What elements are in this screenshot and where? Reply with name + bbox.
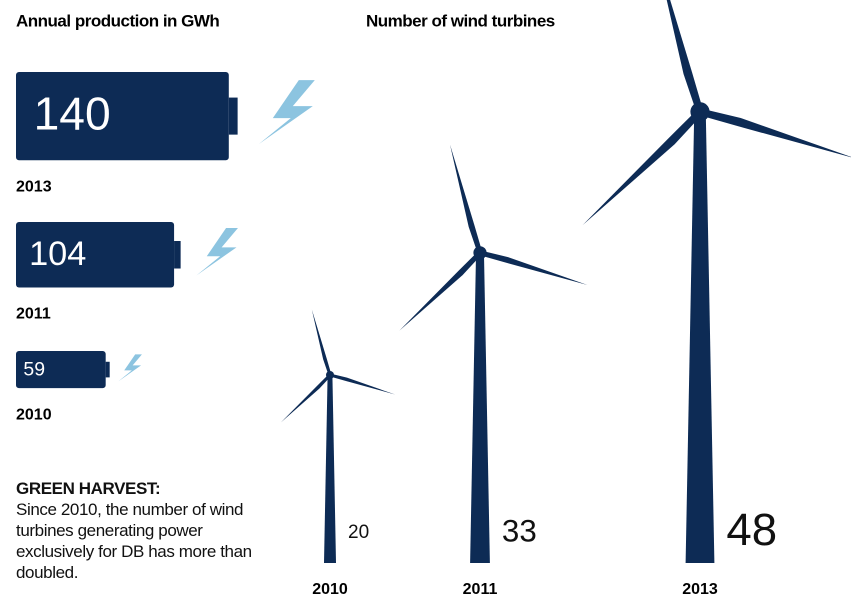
turbine-tower bbox=[324, 375, 336, 563]
chart-title: Number of wind turbines bbox=[366, 11, 555, 30]
turbine-hub bbox=[473, 246, 486, 259]
value-label: 104 bbox=[29, 235, 86, 273]
caption-text: Since 2010, the number of wind turbines … bbox=[16, 499, 266, 583]
caption-title: GREEN HARVEST: bbox=[16, 478, 266, 499]
year-label: 2011 bbox=[463, 581, 498, 598]
turbine-blade bbox=[280, 374, 332, 424]
page: {"chart_data": [ {"type": "battery", "ti… bbox=[0, 0, 851, 601]
value-label: 33 bbox=[502, 513, 537, 548]
chart-title: Annual production in GWh bbox=[16, 11, 219, 30]
value-label: 59 bbox=[23, 359, 45, 381]
value-label: 48 bbox=[726, 504, 777, 555]
turbine-tower bbox=[470, 253, 490, 563]
turbine-blade bbox=[479, 249, 588, 287]
year-label: 2011 bbox=[16, 306, 51, 323]
turbine-blade bbox=[330, 373, 396, 396]
turbine-blade bbox=[310, 309, 332, 376]
value-label: 140 bbox=[34, 87, 111, 139]
year-label: 2010 bbox=[312, 581, 348, 598]
battery-terminal bbox=[106, 362, 110, 378]
turbine-hub bbox=[690, 102, 709, 121]
value-label: 20 bbox=[348, 522, 369, 543]
turbine-blade bbox=[446, 144, 482, 254]
turbine-blade bbox=[398, 251, 483, 333]
year-label: 2010 bbox=[16, 406, 52, 423]
turbine-blade bbox=[651, 0, 703, 113]
battery-terminal bbox=[174, 241, 181, 269]
turbine-tower bbox=[686, 112, 715, 563]
turbine-hub bbox=[326, 371, 334, 379]
caption: GREEN HARVEST: Since 2010, the number of… bbox=[16, 478, 266, 583]
year-label: 2013 bbox=[16, 178, 52, 195]
lightning-bolt bbox=[259, 80, 315, 144]
battery-terminal bbox=[229, 98, 238, 135]
turbine-blade bbox=[580, 109, 704, 229]
year-label: 2013 bbox=[682, 581, 718, 598]
lightning-bolt bbox=[196, 228, 238, 276]
turbine-blade bbox=[699, 106, 851, 162]
lightning-bolt bbox=[118, 354, 142, 381]
